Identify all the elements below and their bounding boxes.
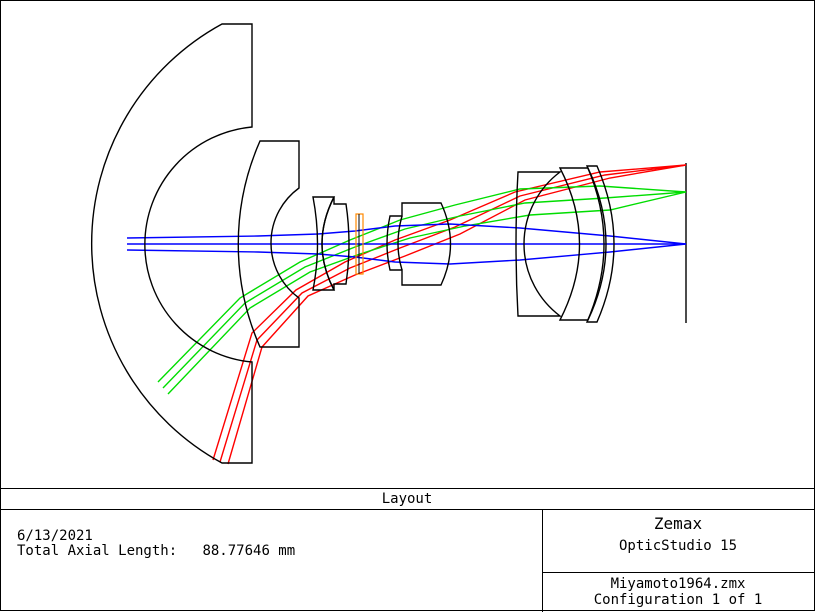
lens-layout-diagram [91,23,687,465]
layout-title: Layout [381,491,433,507]
middle-lens [386,202,452,286]
rear-positive-lens-2 [585,165,615,323]
ray-bundle-blue [126,223,687,265]
date-text: 6/13/2021 [17,528,93,544]
file-name: Miyamoto1964.zmx [610,576,746,592]
front-meniscus-lens [91,23,253,464]
ray-bundle-green [157,185,687,395]
doublet-lens-rear-element [321,196,350,291]
total-axial-length: Total Axial Length: 88.77646 mm [17,544,295,559]
company-name: Zemax [653,514,703,533]
axial-length-label: Total Axial Length: [17,543,178,559]
middle-lens-interface [397,215,403,271]
product-name: OpticStudio 15 [618,538,738,554]
axial-length-value: 88.77646 mm [202,543,296,559]
ray-bundle-red [212,164,687,465]
rear-meniscus-lens [515,171,563,317]
configuration-text: Configuration 1 of 1 [593,592,763,608]
second-meniscus-lens [237,140,300,348]
